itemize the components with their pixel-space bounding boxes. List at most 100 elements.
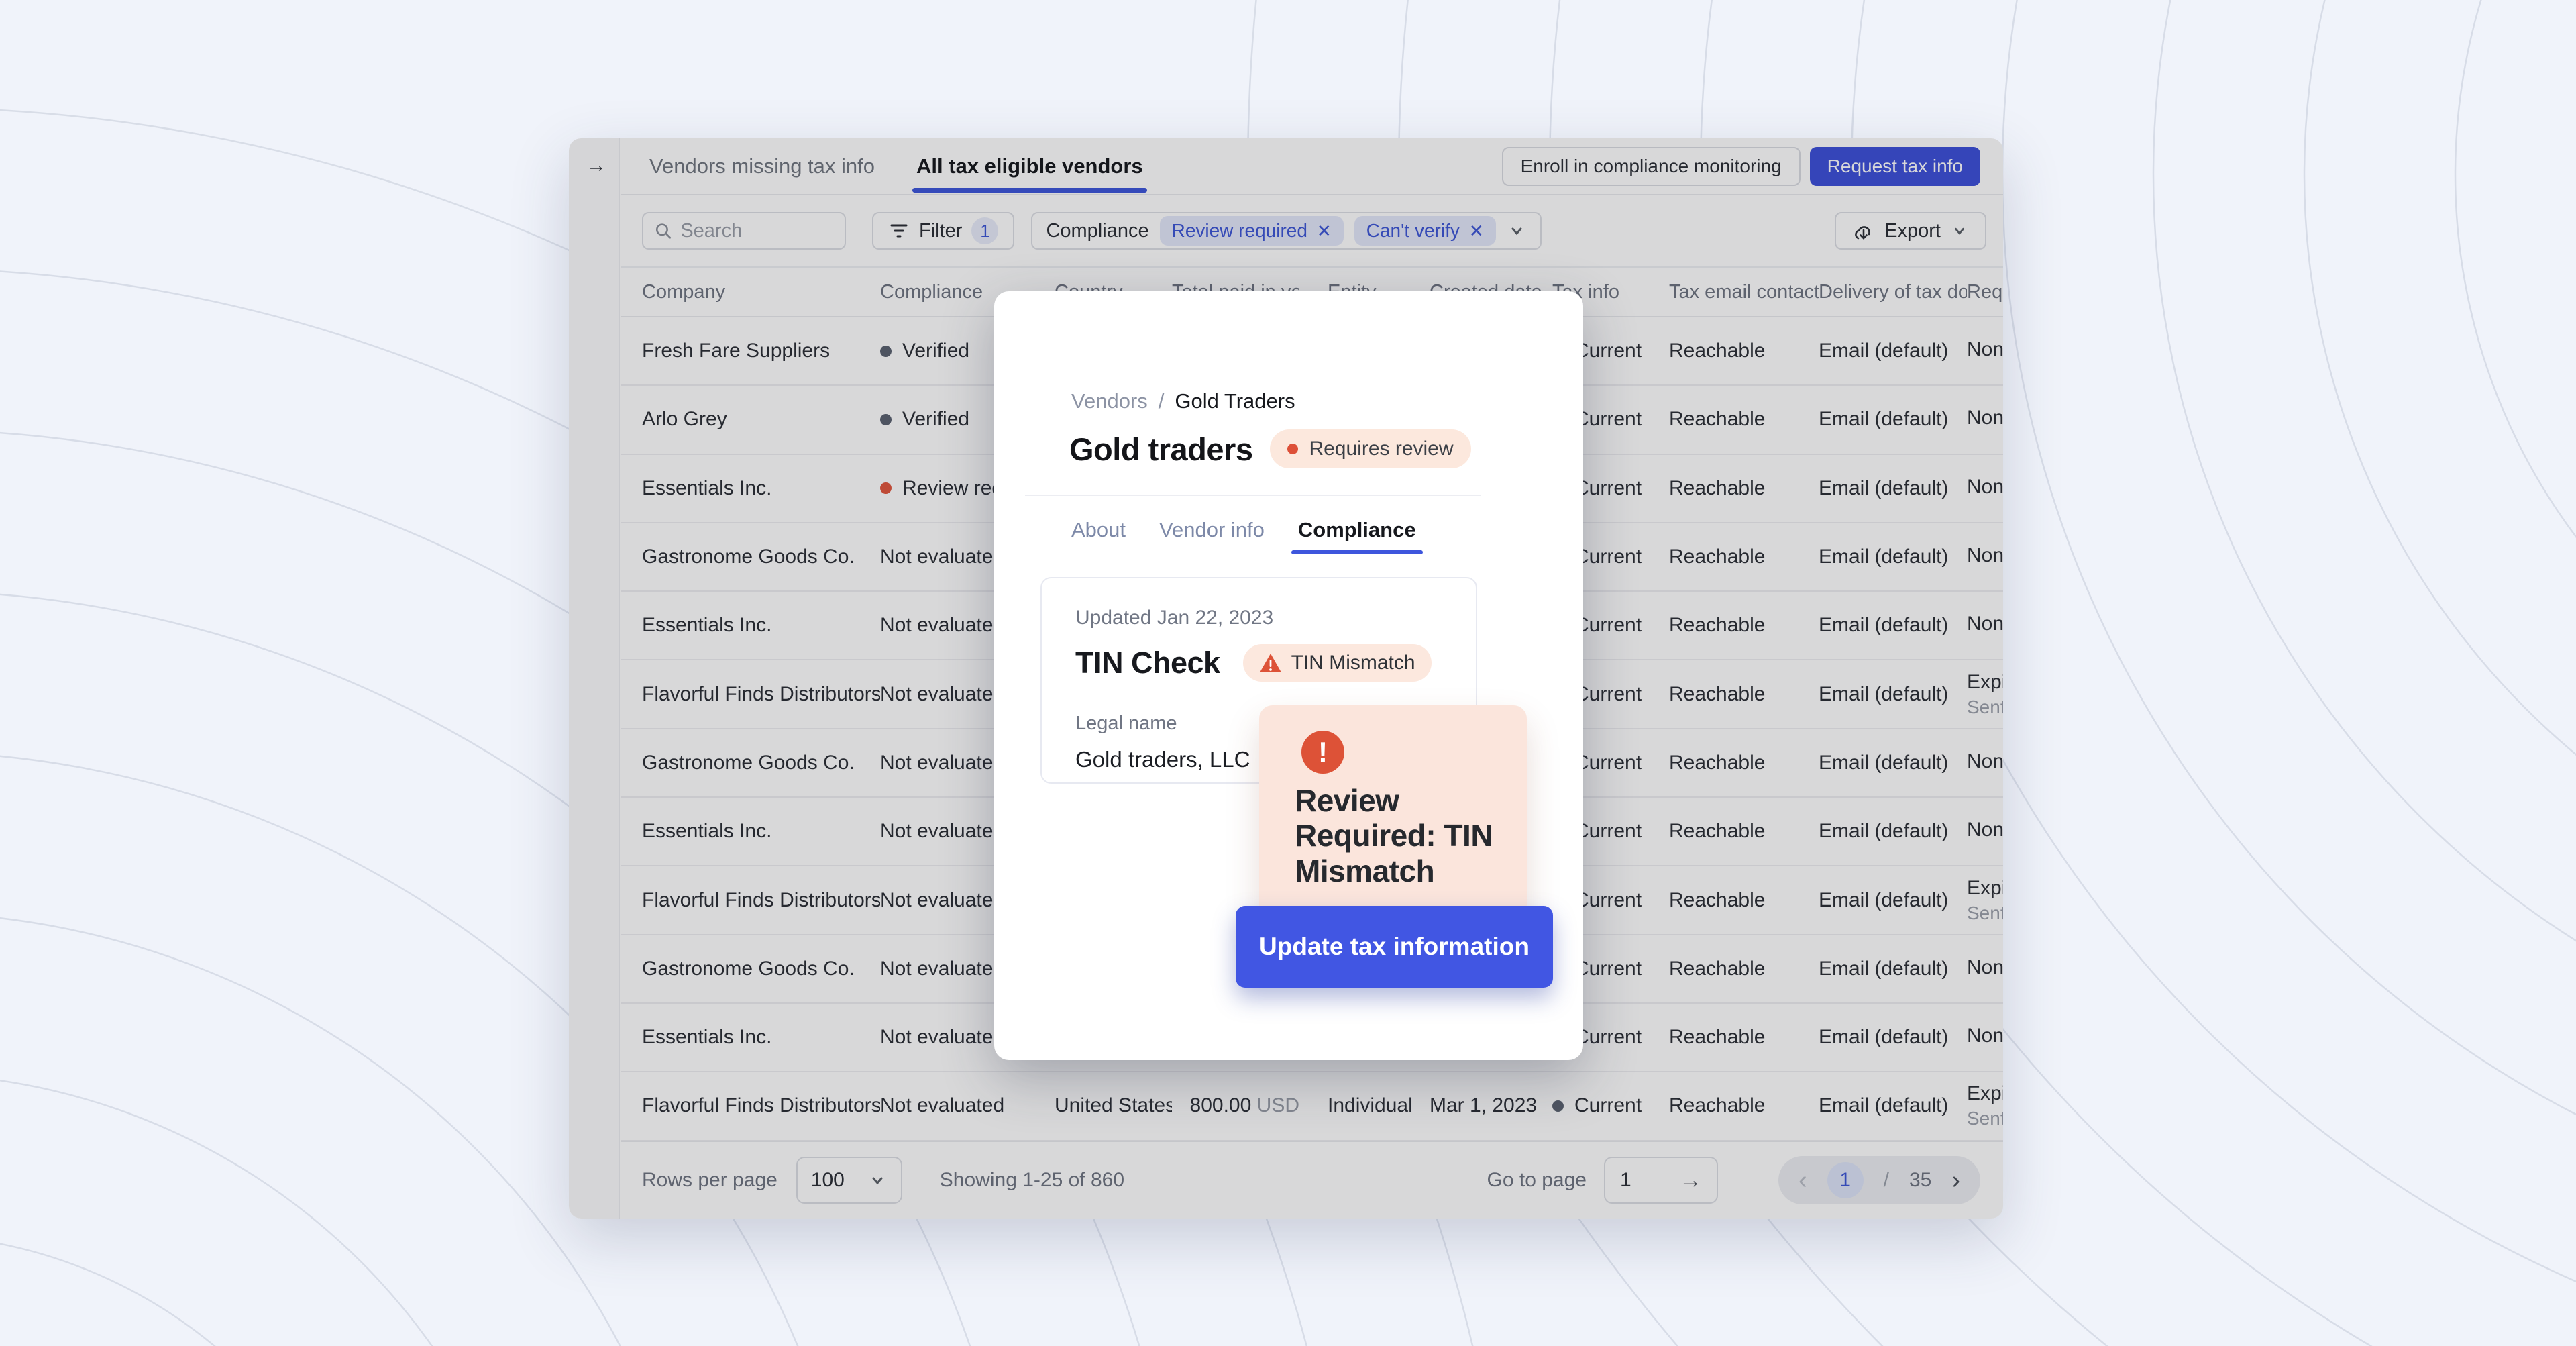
total-pages: 35 [1909, 1169, 1932, 1191]
expand-sidebar-icon[interactable]: → [584, 156, 606, 176]
header-actions: Enroll in compliance monitoring Request … [1501, 146, 2003, 186]
legal-name-value: Gold traders, LLC [1075, 747, 1250, 772]
download-cloud-icon [1855, 226, 1870, 240]
request-substatus: Sent [1967, 696, 2003, 717]
request-status: None [1967, 338, 2003, 361]
cell-tax-info: Current [1552, 1026, 1669, 1049]
tax-info-label: Current [1574, 957, 1642, 980]
breadcrumb-separator: / [1158, 389, 1165, 413]
breadcrumb-vendors[interactable]: Vendors [1071, 389, 1148, 413]
cell-request: None [1967, 476, 2003, 501]
tab-compliance[interactable]: Compliance [1291, 518, 1423, 554]
chevron-down-icon[interactable] [1507, 221, 1527, 241]
request-tax-info-button[interactable]: Request tax info [1809, 146, 1980, 186]
request-status: None [1967, 475, 2003, 498]
tin-check-row: TIN Check TIN Mismatch [1075, 644, 1476, 682]
compliance-status-dot [880, 345, 892, 357]
search-input[interactable] [680, 219, 834, 242]
filter-count-badge: 1 [971, 217, 999, 244]
tax-info-label: Current [1574, 614, 1642, 637]
search-icon [655, 223, 672, 239]
currency: USD [1256, 1094, 1299, 1117]
table-row[interactable]: Flavorful Finds Distributors Not evaluat… [621, 1072, 2003, 1141]
goto-arrow-icon[interactable]: → [1678, 1167, 1702, 1193]
compliance-status-label: Not evaluated [880, 546, 1005, 568]
rows-per-page-select[interactable]: 100 [796, 1157, 902, 1204]
cell-delivery: Email (default) [1819, 408, 1949, 431]
compliance-status-label: Not evaluated [880, 1026, 1005, 1049]
column-header-company[interactable]: Company [642, 280, 726, 303]
goto-page-value: 1 [1619, 1169, 1631, 1191]
goto-page-label: Go to page [1487, 1169, 1587, 1191]
tab-about[interactable]: About [1071, 518, 1126, 541]
column-header-delivery[interactable]: Delivery of tax docs [1819, 280, 1967, 303]
filter-label: Filter [919, 219, 963, 242]
cell-tax-email-contact: Reachable [1669, 682, 1766, 705]
cell-delivery: Email (default) [1819, 614, 1949, 637]
cell-request: None [1967, 1025, 2003, 1050]
column-header-request[interactable]: Request [1967, 280, 2003, 303]
cell-request: None [1967, 956, 2003, 982]
cell-delivery: Email (default) [1819, 1026, 1949, 1049]
tin-mismatch-badge: TIN Mismatch [1242, 644, 1432, 682]
compliance-status-label: Not evaluated [880, 751, 1005, 774]
compliance-status-dot [880, 482, 892, 495]
cell-tax-email-contact: Reachable [1669, 408, 1766, 431]
column-header-tax-email-contact[interactable]: Tax email contact [1669, 280, 1819, 303]
compliance-status-label: Not evaluated [880, 888, 1005, 911]
cell-entity: Individual [1328, 1094, 1413, 1117]
tax-info-label: Current [1574, 1094, 1642, 1117]
previous-page-icon[interactable]: ‹ [1798, 1166, 1807, 1194]
page-header: Vendors missing tax info All tax eligibl… [621, 138, 2003, 195]
cell-delivery: Email (default) [1819, 340, 1949, 362]
rows-per-page-label: Rows per page [642, 1169, 777, 1191]
cell-compliance: Not evaluated [880, 614, 1055, 637]
filter-icon [890, 224, 908, 238]
chip-cant-verify[interactable]: Can't verify ✕ [1354, 216, 1496, 246]
compliance-status-label: Not evaluated [880, 957, 1005, 980]
cell-total-paid: 800.00 USD [1172, 1094, 1299, 1117]
next-page-icon[interactable]: › [1951, 1166, 1960, 1194]
tab-vendor-info[interactable]: Vendor info [1159, 518, 1265, 541]
cell-tax-email-contact: Reachable [1669, 546, 1766, 568]
cell-company: Essentials Inc. [642, 614, 772, 637]
cell-request: None [1967, 613, 2003, 638]
cell-delivery: Email (default) [1819, 546, 1949, 568]
request-status: None [1967, 544, 2003, 567]
request-status: None [1967, 613, 2003, 635]
remove-chip-icon[interactable]: ✕ [1468, 220, 1484, 241]
requires-review-badge: Requires review [1270, 429, 1471, 468]
compliance-status-label: Not evaluated [880, 1094, 1005, 1117]
column-header-compliance[interactable]: Compliance [880, 280, 983, 303]
chip-label: Review required [1171, 220, 1307, 241]
tax-info-label: Current [1574, 340, 1642, 362]
cell-country: United States [1055, 1094, 1172, 1117]
compliance-status-label: Not evaluated [880, 614, 1005, 637]
updated-date: Updated Jan 22, 2023 [1075, 607, 1274, 629]
request-status: None [1967, 749, 2003, 772]
remove-chip-icon[interactable]: ✕ [1316, 220, 1332, 241]
chip-label: Can't verify [1366, 220, 1460, 241]
export-button[interactable]: Export [1835, 212, 1986, 250]
export-label: Export [1884, 219, 1941, 242]
cell-tax-email-contact: Reachable [1669, 1094, 1766, 1117]
tax-info-label: Current [1574, 476, 1642, 499]
goto-page-input[interactable]: 1 → [1603, 1157, 1718, 1204]
search-box[interactable] [642, 212, 846, 250]
tab-all-tax-eligible-vendors[interactable]: All tax eligible vendors [912, 154, 1147, 193]
cell-delivery: Email (default) [1819, 682, 1949, 705]
compliance-filter-group: Compliance Review required ✕ Can't verify… [1031, 212, 1542, 250]
tab-vendors-missing-tax-info[interactable]: Vendors missing tax info [649, 154, 875, 178]
cell-compliance: Not evaluated [880, 1094, 1055, 1117]
chip-review-required[interactable]: Review required ✕ [1159, 216, 1344, 246]
current-page-badge[interactable]: 1 [1827, 1162, 1864, 1198]
cell-company: Gastronome Goods Co. [642, 751, 855, 774]
tax-info-label: Current [1574, 888, 1642, 911]
cell-compliance: Verified [880, 408, 1055, 431]
cell-tax-email-contact: Reachable [1669, 476, 1766, 499]
cell-company: Essentials Inc. [642, 476, 772, 499]
update-tax-information-button[interactable]: Update tax information [1236, 906, 1553, 988]
filter-button[interactable]: Filter 1 [872, 212, 1015, 250]
cell-tax-info: Current [1552, 957, 1669, 980]
enroll-compliance-button[interactable]: Enroll in compliance monitoring [1501, 146, 1801, 186]
